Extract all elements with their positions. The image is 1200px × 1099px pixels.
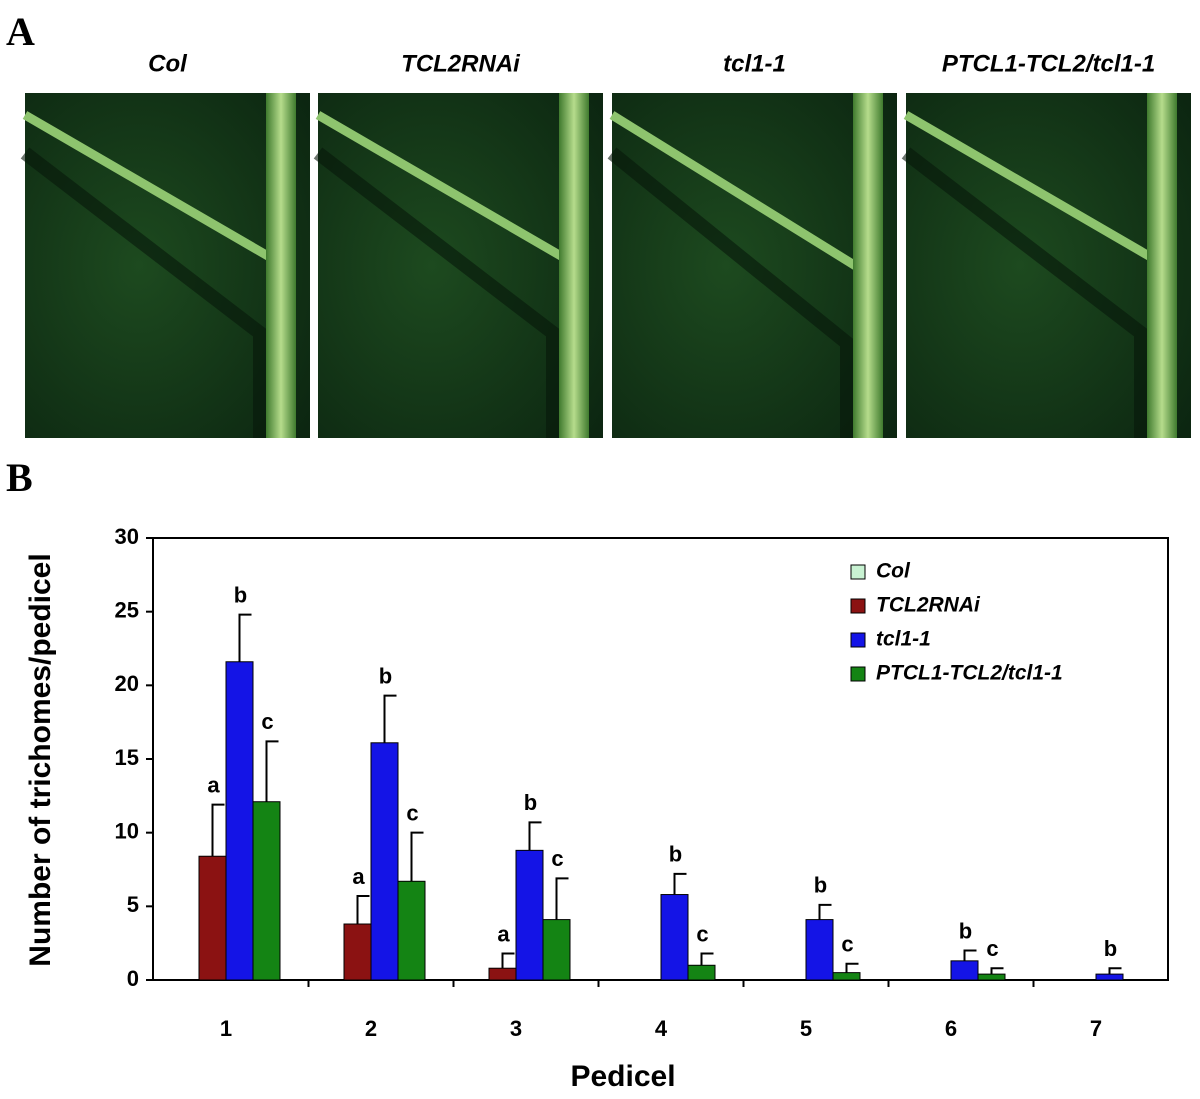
midrib bbox=[853, 93, 883, 438]
shadow bbox=[20, 147, 267, 438]
error-bar bbox=[963, 949, 977, 961]
shadow bbox=[901, 147, 1148, 438]
bar bbox=[977, 973, 1006, 981]
y-tick-label: 0 bbox=[127, 966, 139, 991]
midrib bbox=[559, 93, 589, 438]
x-tick-label: 2 bbox=[365, 1016, 377, 1041]
side-vein bbox=[22, 111, 283, 267]
significance-letter: b bbox=[1104, 936, 1117, 961]
photo-title: PTCL1-TCL2/tcl1-1 bbox=[942, 50, 1155, 77]
shadow bbox=[607, 147, 854, 438]
error-bar bbox=[356, 895, 370, 925]
side-vein bbox=[315, 111, 576, 267]
photo-title: Col bbox=[148, 50, 188, 77]
significance-letter: b bbox=[379, 663, 392, 688]
y-tick-label: 20 bbox=[115, 671, 139, 696]
error-bar bbox=[700, 952, 714, 966]
error-bar bbox=[845, 962, 859, 973]
significance-letter: b bbox=[959, 918, 972, 943]
legend-swatch bbox=[850, 632, 866, 648]
significance-letter: c bbox=[986, 936, 998, 961]
significance-letter: b bbox=[814, 873, 827, 898]
bar bbox=[832, 972, 861, 981]
photo-title: TCL2RNAi bbox=[401, 50, 521, 77]
significance-letter: b bbox=[669, 842, 682, 867]
significance-letter: c bbox=[406, 800, 418, 825]
bar bbox=[198, 855, 227, 981]
x-tick-label: 4 bbox=[655, 1016, 668, 1041]
legend-label: PTCL1-TCL2/tcl1-1 bbox=[876, 662, 1063, 685]
significance-letter: c bbox=[841, 932, 853, 957]
error-bar bbox=[528, 821, 542, 851]
bar bbox=[805, 919, 834, 981]
bar bbox=[542, 919, 571, 981]
error-bar bbox=[1108, 967, 1122, 975]
y-axis-title: Number of trichomes/pedicel bbox=[24, 553, 57, 966]
error-bar bbox=[265, 740, 279, 802]
significance-letter: b bbox=[524, 790, 537, 815]
significance-letter: b bbox=[234, 582, 247, 607]
bar bbox=[397, 880, 426, 981]
y-tick-label: 15 bbox=[115, 745, 139, 770]
significance-letter: a bbox=[497, 921, 510, 946]
bar bbox=[515, 849, 544, 981]
error-bar bbox=[990, 967, 1004, 975]
significance-letter: c bbox=[696, 921, 708, 946]
x-tick-label: 7 bbox=[1090, 1016, 1102, 1041]
bar bbox=[488, 967, 517, 981]
significance-letter: a bbox=[352, 864, 365, 889]
legend-swatch bbox=[850, 666, 866, 682]
side-vein bbox=[609, 111, 870, 277]
bar bbox=[252, 801, 281, 981]
error-bar bbox=[501, 952, 515, 969]
legend-label: Col bbox=[876, 560, 911, 583]
error-bar bbox=[211, 803, 225, 857]
error-bar bbox=[818, 903, 832, 920]
legend-swatch bbox=[850, 564, 866, 580]
bar bbox=[687, 964, 716, 981]
bar bbox=[660, 894, 689, 981]
panel-label: A bbox=[6, 9, 35, 54]
panel-label: B bbox=[6, 455, 33, 500]
bar bbox=[343, 923, 372, 981]
error-bar bbox=[673, 872, 687, 895]
x-tick-label: 5 bbox=[800, 1016, 812, 1041]
x-tick-label: 6 bbox=[945, 1016, 957, 1041]
significance-letter: a bbox=[207, 772, 220, 797]
legend-label: TCL2RNAi bbox=[876, 594, 981, 617]
x-axis-title: Pedicel bbox=[570, 1060, 675, 1093]
y-tick-label: 10 bbox=[115, 818, 139, 843]
error-bar bbox=[410, 831, 424, 882]
shadow bbox=[313, 147, 560, 438]
legend-swatch bbox=[850, 598, 866, 614]
error-bar bbox=[238, 613, 252, 662]
y-tick-label: 30 bbox=[115, 524, 139, 549]
midrib bbox=[1147, 93, 1177, 438]
bar bbox=[1095, 973, 1124, 981]
midrib bbox=[266, 93, 296, 438]
significance-letter: c bbox=[261, 709, 273, 734]
side-vein bbox=[903, 111, 1164, 267]
bar bbox=[370, 742, 399, 981]
photo-title: tcl1-1 bbox=[723, 50, 786, 77]
x-tick-label: 3 bbox=[510, 1016, 522, 1041]
error-bar bbox=[383, 694, 397, 743]
bar bbox=[225, 661, 254, 981]
error-bar bbox=[555, 877, 569, 920]
bar bbox=[950, 960, 979, 981]
significance-letter: c bbox=[551, 846, 563, 871]
y-tick-label: 5 bbox=[127, 892, 139, 917]
x-tick-label: 1 bbox=[220, 1016, 232, 1041]
y-tick-label: 25 bbox=[115, 597, 139, 622]
legend-label: tcl1-1 bbox=[876, 628, 931, 651]
